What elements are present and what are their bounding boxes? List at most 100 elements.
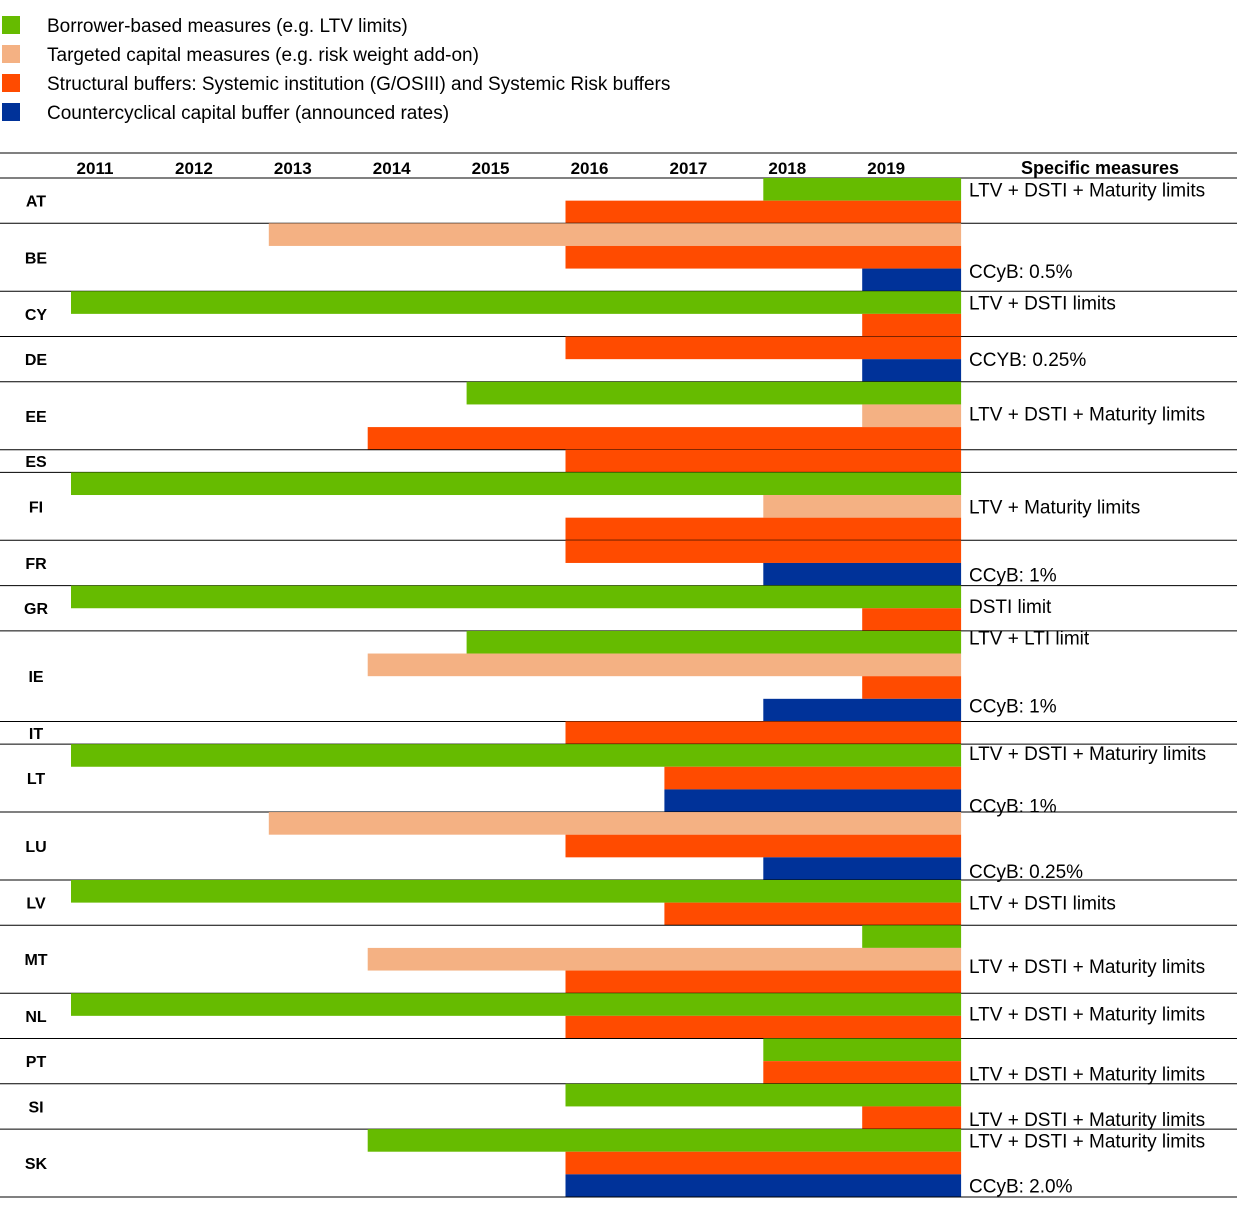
bar-cy-bbm <box>71 291 962 314</box>
bar-ie-bbm <box>466 630 962 654</box>
measure-label-pt-0: LTV + DSTI + Maturity limits <box>969 1065 1205 1086</box>
measure-label-nl-0: LTV + DSTI + Maturity limits <box>969 1005 1205 1026</box>
measure-label-be-0: CCyB: 0.5% <box>969 262 1073 283</box>
bar-pt-sb <box>763 1061 962 1084</box>
bar-ee-sb <box>367 427 962 450</box>
bar-sk-ccyb <box>565 1174 962 1197</box>
bar-at-sb <box>565 200 962 224</box>
country-label-ee: EE <box>25 409 47 426</box>
bar-lt-ccyb <box>664 789 962 813</box>
bar-fr-sb <box>565 540 962 563</box>
bar-be-tcm <box>268 223 962 246</box>
legend-label-bbm: Borrower-based measures (e.g. LTV limits… <box>47 16 408 37</box>
country-label-cy: CY <box>25 307 48 324</box>
measure-label-si-0: LTV + DSTI + Maturity limits <box>969 1110 1205 1131</box>
country-label-mt: MT <box>24 952 47 969</box>
bar-cy-sb <box>862 313 962 337</box>
bar-fi-sb <box>565 517 962 541</box>
country-label-lv: LV <box>26 896 46 913</box>
bar-lv-sb <box>664 902 962 926</box>
year-label-2017: 2017 <box>669 159 707 178</box>
country-label-fi: FI <box>29 499 43 516</box>
bar-nl-bbm <box>71 993 962 1016</box>
bar-si-bbm <box>565 1083 962 1107</box>
bar-nl-sb <box>565 1015 962 1039</box>
bar-sk-sb <box>565 1151 962 1175</box>
year-label-2015: 2015 <box>472 159 510 178</box>
specific-measures-header: Specific measures <box>1021 158 1179 178</box>
measure-label-fr-0: CCyB: 1% <box>969 565 1057 586</box>
measure-label-de-0: CCYB: 0.25% <box>969 350 1086 371</box>
bar-ie-tcm <box>367 653 962 677</box>
year-label-2011: 2011 <box>77 159 114 178</box>
year-label-2016: 2016 <box>571 159 609 178</box>
country-label-nl: NL <box>25 1009 47 1026</box>
measure-label-cy-0: LTV + DSTI limits <box>969 294 1116 315</box>
legend-swatch-sb <box>2 74 20 92</box>
bar-lu-sb <box>565 834 962 858</box>
bar-mt-sb <box>565 970 962 994</box>
country-label-es: ES <box>25 454 47 471</box>
measure-label-ie-0: LTV + LTI limit <box>969 629 1090 650</box>
legend-swatch-bbm <box>2 16 20 34</box>
bar-si-sb <box>862 1106 962 1130</box>
measure-label-sk-1: CCyB: 2.0% <box>969 1177 1073 1198</box>
legend-swatch-ccyb <box>2 103 20 121</box>
bar-be-ccyb <box>862 268 962 292</box>
bar-fi-tcm <box>763 495 962 518</box>
bar-de-sb <box>565 336 962 360</box>
measure-label-gr-0: DSTI limit <box>969 597 1052 618</box>
measure-label-ee-0: LTV + DSTI + Maturity limits <box>969 405 1205 426</box>
bar-ee-tcm <box>862 404 962 428</box>
country-label-de: DE <box>25 352 48 369</box>
bar-lu-tcm <box>268 812 962 835</box>
bar-at-bbm <box>763 178 962 201</box>
country-label-pt: PT <box>26 1054 47 1071</box>
bar-fr-ccyb <box>763 562 962 586</box>
measure-label-mt-0: LTV + DSTI + Maturity limits <box>969 957 1205 978</box>
measure-label-lt-0: LTV + DSTI + Maturiry limits <box>969 744 1206 765</box>
measure-label-ie-1: CCyB: 1% <box>969 697 1057 718</box>
bar-gr-sb <box>862 608 962 631</box>
country-label-sk: SK <box>25 1156 48 1173</box>
country-label-si: SI <box>28 1099 43 1116</box>
year-label-2012: 2012 <box>175 159 213 178</box>
bar-gr-bbm <box>71 585 962 609</box>
measure-label-lv-0: LTV + DSTI limits <box>969 894 1116 915</box>
country-label-ie: IE <box>28 669 43 686</box>
country-label-lt: LT <box>27 771 46 788</box>
measure-label-lu-0: CCyB: 0.25% <box>969 862 1083 883</box>
bar-it-sb <box>565 721 962 745</box>
country-label-lu: LU <box>25 839 46 856</box>
measure-label-fi-0: LTV + Maturity limits <box>969 497 1140 518</box>
bar-ee-bbm <box>466 381 962 405</box>
year-label-2014: 2014 <box>373 159 411 178</box>
country-label-at: AT <box>26 194 46 211</box>
measure-label-sk-0: LTV + DSTI + Maturity limits <box>969 1131 1205 1152</box>
legend-swatch-tcm <box>2 45 20 63</box>
bar-sk-bbm <box>367 1129 962 1152</box>
country-label-fr: FR <box>25 556 47 573</box>
year-label-2019: 2019 <box>867 159 905 178</box>
legend-label-tcm: Targeted capital measures (e.g. risk wei… <box>47 45 479 66</box>
country-label-be: BE <box>25 250 48 267</box>
measure-label-at-0: LTV + DSTI + Maturity limits <box>969 180 1205 201</box>
bar-lu-ccyb <box>763 857 962 880</box>
bar-es-sb <box>565 449 962 473</box>
year-label-2018: 2018 <box>768 159 806 178</box>
bar-mt-tcm <box>367 947 962 971</box>
legend-label-ccyb: Countercyclical capital buffer (announce… <box>47 103 449 124</box>
bar-lv-bbm <box>71 879 962 903</box>
bar-ie-ccyb <box>763 698 962 722</box>
bar-de-ccyb <box>862 359 962 382</box>
country-label-gr: GR <box>24 601 48 618</box>
year-label-2013: 2013 <box>274 159 312 178</box>
bar-pt-bbm <box>763 1038 962 1062</box>
bar-fi-bbm <box>71 472 962 496</box>
bar-ie-sb <box>862 676 962 699</box>
country-label-it: IT <box>29 726 43 743</box>
bar-lt-bbm <box>71 744 962 767</box>
bar-lt-sb <box>664 766 962 790</box>
legend-label-sb: Structural buffers: Systemic institution… <box>47 74 670 95</box>
